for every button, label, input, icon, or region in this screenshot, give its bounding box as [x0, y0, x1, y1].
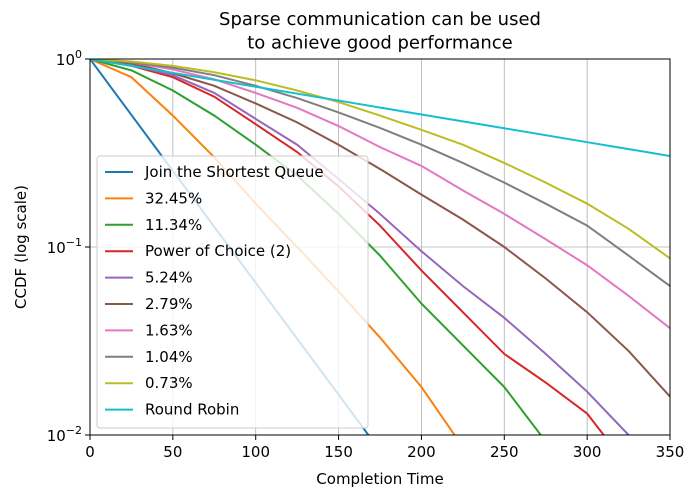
- series-line: [90, 59, 670, 287]
- legend: Join the Shortest Queue 32.45% 11.34% Power…: [96, 155, 369, 429]
- chart-title: Sparse communication can be used to achie…: [219, 9, 541, 53]
- x-tick-label: 350: [656, 443, 685, 461]
- legend-label: Round Robin: [145, 401, 239, 419]
- legend-label: 2.79%: [145, 295, 193, 313]
- y-axis-label: CCDF (log scale): [12, 185, 30, 309]
- legend-label: 1.04%: [145, 348, 193, 366]
- series-line: [90, 59, 670, 398]
- x-tick-label: 50: [163, 443, 182, 461]
- legend-label: 5.24%: [145, 269, 193, 287]
- x-tick-label: 150: [324, 443, 353, 461]
- x-tick-label: 200: [407, 443, 436, 461]
- series-line: [90, 59, 670, 157]
- x-tick-label: 100: [241, 443, 270, 461]
- series-line: [90, 59, 670, 329]
- legend-label: Power of Choice (2): [145, 242, 291, 260]
- x-tick-label: 0: [85, 443, 95, 461]
- legend-label: 11.34%: [145, 216, 202, 234]
- legend-label: Join the Shortest Queue: [144, 163, 324, 181]
- legend-box: [96, 155, 369, 429]
- legend-label: 32.45%: [145, 189, 202, 207]
- legend-label: 0.73%: [145, 374, 193, 392]
- legend-label: 1.63%: [145, 321, 193, 339]
- series-line: [90, 59, 670, 260]
- x-axis-label: Completion Time: [316, 470, 443, 488]
- x-tick-label: 300: [573, 443, 602, 461]
- x-tick-label: 250: [490, 443, 519, 461]
